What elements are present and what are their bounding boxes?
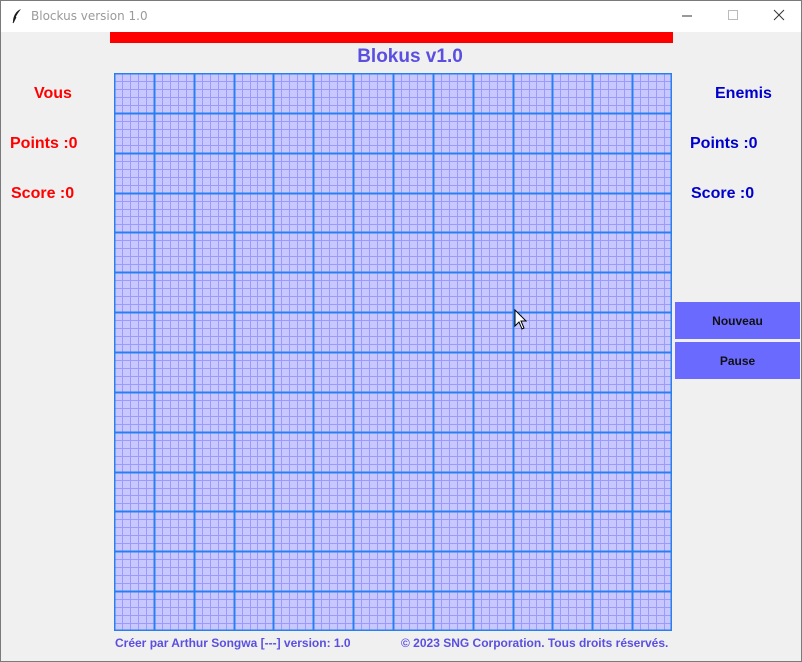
title-bar[interactable]: Blockus version 1.0	[1, 1, 801, 32]
maximize-button[interactable]	[710, 1, 756, 32]
player-points: Points :0	[10, 135, 78, 152]
window-title: Blockus version 1.0	[31, 9, 148, 23]
pause-button[interactable]: Pause	[675, 342, 800, 379]
game-board[interactable]	[114, 73, 672, 631]
close-icon	[773, 8, 785, 26]
player-score: Score :0	[11, 185, 75, 202]
enemy-label: Enemis	[715, 85, 772, 102]
new-game-button[interactable]: Nouveau	[675, 302, 800, 339]
minimize-icon	[681, 8, 693, 26]
maximize-icon	[727, 8, 739, 26]
enemy-score: Score :0	[691, 185, 755, 202]
mouse-pointer-icon	[514, 308, 528, 331]
minimize-button[interactable]	[664, 1, 710, 32]
credit-text: Créer par Arthur Songwa [---] version: 1…	[115, 636, 351, 650]
close-button[interactable]	[756, 1, 801, 32]
player-label: Vous	[34, 85, 72, 102]
top-banner-bar	[110, 32, 673, 43]
enemy-points: Points :0	[690, 135, 758, 152]
feather-icon	[10, 8, 24, 24]
copyright-text: © 2023 SNG Corporation. Tous droits rése…	[401, 636, 669, 650]
game-title: Blokus v1.0	[357, 46, 463, 67]
